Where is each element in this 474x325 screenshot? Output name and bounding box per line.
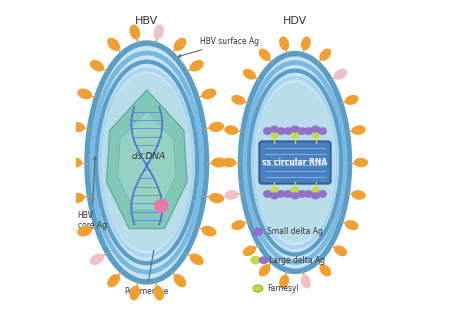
Text: HBV: HBV (135, 16, 158, 26)
Ellipse shape (292, 188, 299, 193)
Ellipse shape (352, 126, 365, 134)
Ellipse shape (271, 132, 278, 137)
Text: Farnesyl: Farnesyl (267, 284, 299, 293)
Ellipse shape (225, 126, 238, 134)
Ellipse shape (355, 159, 367, 166)
Ellipse shape (346, 96, 358, 104)
Ellipse shape (259, 257, 269, 264)
Ellipse shape (312, 188, 319, 193)
Ellipse shape (253, 228, 263, 236)
Ellipse shape (284, 191, 292, 197)
Polygon shape (107, 90, 187, 228)
Text: Polymerase: Polymerase (125, 210, 169, 296)
Ellipse shape (91, 254, 103, 265)
Ellipse shape (212, 158, 226, 167)
Ellipse shape (130, 25, 139, 39)
Ellipse shape (202, 227, 216, 236)
Ellipse shape (103, 75, 191, 250)
Ellipse shape (225, 191, 238, 199)
Text: ds DNA: ds DNA (132, 151, 165, 161)
Ellipse shape (264, 191, 272, 197)
Circle shape (155, 200, 168, 213)
Ellipse shape (68, 158, 82, 167)
Ellipse shape (70, 123, 84, 131)
Ellipse shape (154, 286, 164, 300)
Ellipse shape (301, 37, 310, 50)
Ellipse shape (291, 193, 299, 199)
Text: HBV surface Ag: HBV surface Ag (178, 37, 259, 57)
Ellipse shape (319, 128, 326, 134)
Ellipse shape (223, 159, 236, 166)
Ellipse shape (87, 42, 207, 283)
Ellipse shape (154, 25, 164, 39)
Text: Large delta Ag: Large delta Ag (269, 256, 325, 265)
Ellipse shape (271, 126, 278, 132)
Ellipse shape (232, 96, 245, 104)
Ellipse shape (292, 132, 299, 137)
Text: Small delta Ag: Small delta Ag (267, 227, 323, 236)
Ellipse shape (320, 49, 330, 60)
Ellipse shape (244, 70, 255, 79)
Ellipse shape (130, 286, 139, 300)
Ellipse shape (174, 275, 186, 287)
Ellipse shape (108, 38, 119, 50)
Ellipse shape (291, 126, 299, 132)
Text: HDV: HDV (283, 16, 307, 26)
Ellipse shape (301, 275, 310, 288)
Ellipse shape (259, 265, 270, 276)
Ellipse shape (190, 60, 203, 71)
Ellipse shape (320, 265, 330, 276)
Ellipse shape (210, 123, 223, 131)
Ellipse shape (232, 221, 245, 229)
Ellipse shape (312, 126, 319, 132)
Ellipse shape (259, 49, 270, 60)
Ellipse shape (284, 128, 292, 134)
FancyBboxPatch shape (259, 141, 330, 184)
Ellipse shape (352, 191, 365, 199)
Ellipse shape (210, 194, 223, 202)
Ellipse shape (244, 246, 255, 255)
Ellipse shape (305, 191, 312, 197)
Ellipse shape (70, 194, 84, 202)
Text: ss circular RNA: ss circular RNA (263, 158, 328, 167)
Ellipse shape (305, 128, 312, 134)
Ellipse shape (174, 38, 186, 50)
Ellipse shape (78, 89, 91, 98)
Ellipse shape (91, 60, 103, 71)
Ellipse shape (202, 89, 216, 98)
Ellipse shape (78, 227, 91, 236)
Ellipse shape (255, 84, 335, 241)
Polygon shape (118, 110, 176, 210)
Ellipse shape (319, 191, 326, 197)
Ellipse shape (280, 37, 288, 50)
Text: HBV
core Ag: HBV core Ag (78, 157, 107, 230)
Ellipse shape (251, 257, 261, 264)
Ellipse shape (312, 193, 319, 199)
Ellipse shape (253, 285, 263, 292)
Ellipse shape (280, 275, 288, 288)
Ellipse shape (240, 53, 350, 272)
Ellipse shape (264, 128, 272, 134)
Ellipse shape (271, 193, 278, 199)
Ellipse shape (277, 128, 285, 134)
Ellipse shape (271, 188, 278, 193)
Ellipse shape (108, 275, 119, 287)
Ellipse shape (298, 191, 306, 197)
Ellipse shape (346, 221, 358, 229)
Ellipse shape (335, 246, 346, 255)
Ellipse shape (335, 70, 346, 79)
Ellipse shape (312, 132, 319, 137)
Ellipse shape (190, 254, 203, 265)
Ellipse shape (298, 128, 306, 134)
Ellipse shape (277, 191, 285, 197)
